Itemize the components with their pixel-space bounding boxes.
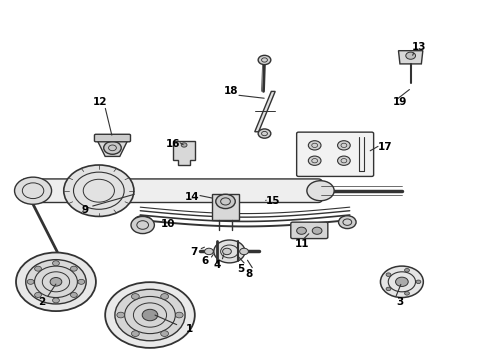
Circle shape [175, 312, 183, 318]
Circle shape [214, 240, 245, 263]
Text: 7: 7 [190, 247, 197, 257]
Text: 10: 10 [161, 219, 175, 229]
Circle shape [405, 292, 410, 295]
Circle shape [338, 141, 350, 150]
Text: 13: 13 [412, 42, 427, 52]
Circle shape [308, 141, 321, 150]
Circle shape [131, 216, 154, 234]
Text: 1: 1 [185, 324, 193, 334]
Text: 3: 3 [396, 297, 404, 307]
Circle shape [307, 181, 334, 201]
FancyBboxPatch shape [22, 179, 322, 203]
Circle shape [416, 280, 421, 284]
Circle shape [338, 156, 350, 165]
Text: 2: 2 [38, 297, 45, 307]
Circle shape [308, 156, 321, 165]
Circle shape [204, 248, 213, 255]
Circle shape [16, 252, 96, 311]
Circle shape [105, 282, 195, 348]
Text: 16: 16 [166, 139, 180, 149]
Circle shape [161, 331, 169, 337]
Text: 6: 6 [201, 256, 209, 266]
Polygon shape [398, 51, 423, 64]
Circle shape [15, 177, 51, 204]
Text: 15: 15 [266, 196, 280, 206]
Circle shape [78, 279, 85, 284]
Circle shape [395, 277, 408, 287]
Circle shape [115, 289, 185, 341]
Circle shape [52, 298, 59, 303]
FancyBboxPatch shape [95, 134, 130, 142]
Circle shape [117, 312, 124, 318]
Text: 8: 8 [245, 269, 252, 279]
Circle shape [104, 141, 121, 154]
Circle shape [339, 216, 356, 229]
Circle shape [258, 55, 271, 64]
FancyBboxPatch shape [296, 132, 374, 176]
Circle shape [240, 248, 248, 255]
Text: 11: 11 [295, 239, 310, 249]
Text: 4: 4 [213, 260, 220, 270]
Circle shape [216, 194, 235, 208]
Text: 12: 12 [93, 97, 107, 107]
Text: 9: 9 [82, 205, 89, 215]
Polygon shape [97, 140, 128, 157]
Circle shape [50, 278, 62, 286]
Circle shape [133, 216, 152, 230]
Circle shape [161, 294, 169, 299]
Polygon shape [173, 141, 196, 165]
Circle shape [131, 294, 139, 299]
Circle shape [386, 273, 391, 276]
Circle shape [386, 287, 391, 291]
Circle shape [71, 292, 77, 297]
Circle shape [71, 266, 77, 271]
Circle shape [35, 266, 42, 271]
Circle shape [296, 227, 306, 234]
Circle shape [64, 165, 134, 216]
Polygon shape [212, 194, 239, 220]
Circle shape [380, 266, 423, 297]
Text: 5: 5 [238, 264, 245, 274]
Circle shape [406, 52, 416, 59]
Circle shape [312, 227, 322, 234]
Circle shape [142, 309, 158, 321]
Circle shape [405, 269, 410, 272]
Circle shape [131, 331, 139, 337]
Circle shape [35, 292, 42, 297]
Circle shape [26, 260, 86, 304]
Circle shape [52, 261, 59, 266]
Text: 18: 18 [224, 86, 239, 96]
Text: 17: 17 [378, 142, 392, 152]
Circle shape [181, 143, 187, 147]
Text: 19: 19 [393, 97, 407, 107]
FancyBboxPatch shape [291, 222, 328, 239]
Polygon shape [255, 91, 275, 132]
Circle shape [222, 248, 231, 255]
Text: 14: 14 [185, 192, 200, 202]
Circle shape [258, 129, 271, 138]
Circle shape [27, 279, 34, 284]
